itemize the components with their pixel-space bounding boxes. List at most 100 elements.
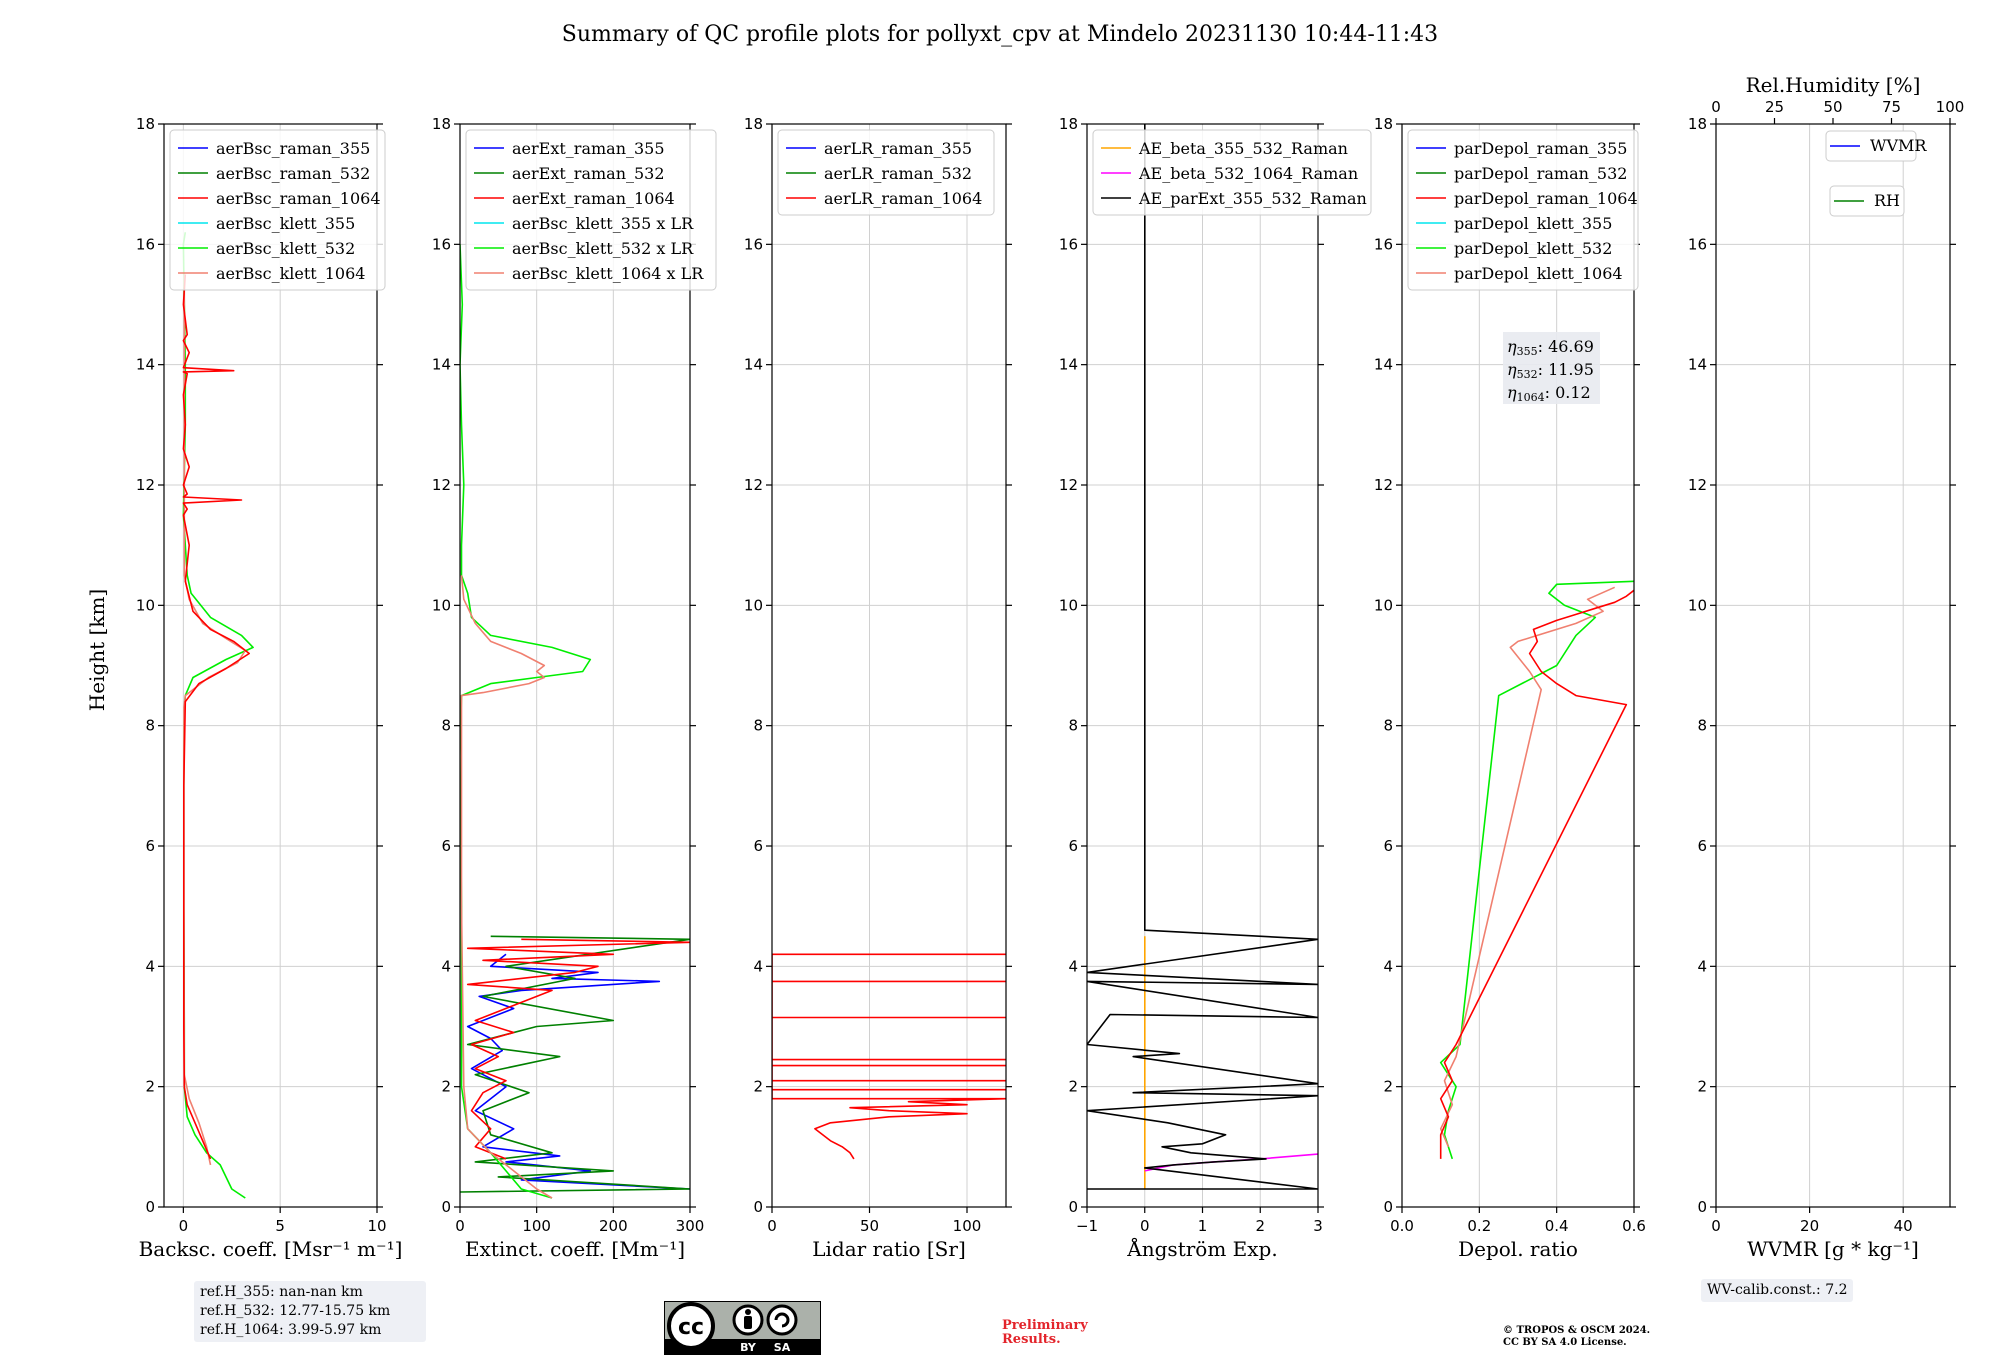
legend-label: aerBsc_klett_1064 x LR: [512, 264, 704, 283]
top-xtick-label: 25: [1765, 98, 1784, 116]
ytick-label: 0: [753, 1198, 763, 1216]
ytick-label: 16: [136, 235, 155, 253]
series-aerExt_raman_532: [460, 935, 690, 1193]
panel-depol: 0 2 4 6 8 10 12 14 16 18 0.0 0.2 0.4 0.6 Depol. ratio p…: [1374, 115, 1646, 1261]
legend-box: [465, 129, 717, 291]
eta-annotation: η355: 46.69: [1507, 337, 1594, 358]
legend-label: aerBsc_klett_1064: [216, 264, 365, 283]
series-parDepol_klett_1064: [1439, 586, 1616, 1148]
ytick-label: 4: [1697, 957, 1707, 975]
series-aerBsc_raman_1064: [182, 274, 250, 1160]
eta-annotation-box: [1503, 332, 1600, 404]
xtick-label: 300: [676, 1217, 705, 1235]
cc-logo-text: cc: [678, 1315, 704, 1340]
ytick-label: 18: [432, 115, 451, 133]
ytick-label: 4: [753, 957, 763, 975]
ytick-label: 16: [432, 235, 451, 253]
xtick-label: 0: [455, 1217, 465, 1235]
legend-label: parDepol_klett_532: [1454, 239, 1612, 258]
ytick-label: 0: [1697, 1198, 1707, 1216]
ytick-label: 14: [1059, 356, 1078, 374]
preliminary-line-2: Results.: [1002, 1332, 1061, 1347]
x-axis-label: Depol. ratio: [1458, 1237, 1578, 1261]
ytick-label: 8: [1068, 717, 1078, 735]
axes-frame: [163, 123, 378, 1208]
xtick-label: 2: [1255, 1217, 1265, 1235]
y-axis-label: Height [km]: [85, 589, 109, 711]
legend-label: aerBsc_klett_532: [216, 239, 355, 258]
ytick-label: 8: [145, 717, 155, 735]
xtick-label: 0.0: [1390, 1217, 1414, 1235]
ytick-label: 12: [136, 476, 155, 494]
ytick-label: 2: [1383, 1078, 1393, 1096]
xtick-label: 200: [599, 1217, 628, 1235]
xtick-label: 0.4: [1545, 1217, 1569, 1235]
xtick-label: 0: [179, 1217, 189, 1235]
legend-label: aerBsc_raman_1064: [216, 189, 381, 208]
ytick-label: 10: [1059, 596, 1078, 614]
ytick-label: 6: [1068, 837, 1078, 855]
ytick-label: 18: [744, 115, 763, 133]
legend-label: aerLR_raman_1064: [824, 189, 982, 208]
ytick-label: 14: [744, 356, 763, 374]
xtick-label: 5: [275, 1217, 285, 1235]
ytick-label: 0: [1383, 1198, 1393, 1216]
ref-height-532: ref.H_532: 12.77-15.75 km: [200, 1303, 391, 1319]
eta-annotation: η532: 11.95: [1507, 360, 1594, 381]
legend-label: AE_beta_355_532_Raman: [1138, 139, 1348, 158]
legend-label: aerBsc_klett_355: [216, 214, 355, 233]
axes-frame: [1715, 123, 1951, 1208]
ytick-label: 6: [145, 837, 155, 855]
by-label: BY: [740, 1341, 757, 1354]
ytick-label: 2: [753, 1078, 763, 1096]
panel-lr: 0 2 4 6 8 10 12 14 16 18 0 50 100 Lidar ratio [Sr] aer…: [744, 115, 1012, 1261]
series-group: [1439, 580, 1634, 1160]
xtick-label: 50: [860, 1217, 879, 1235]
xtick-label: −1: [1076, 1217, 1098, 1235]
series-AE_parExt_355_532_Raman: [1087, 124, 1318, 1190]
top-axis-label: Rel.Humidity [%]: [1746, 73, 1921, 97]
ytick-label: 12: [744, 476, 763, 494]
legend-label: aerBsc_klett_355 x LR: [512, 214, 694, 233]
sa-label: SA: [774, 1341, 791, 1354]
axes-frame: [771, 123, 1007, 1208]
ytick-label: 18: [1688, 115, 1707, 133]
x-axis-label: Extinct. coeff. [Mm⁻¹]: [465, 1237, 685, 1261]
legend-label: parDepol_klett_355: [1454, 214, 1612, 233]
series-aerExt_raman_355: [466, 953, 690, 1190]
ytick-label: 12: [1059, 476, 1078, 494]
ytick-label: 6: [1697, 837, 1707, 855]
series-aerBsc_klett_532 x LR: [460, 244, 592, 1199]
legend-label: aerBsc_klett_532 x LR: [512, 239, 694, 258]
xtick-label: 0.6: [1622, 1217, 1646, 1235]
legend-label: aerExt_raman_355: [512, 139, 665, 158]
ytick-label: 10: [1688, 596, 1707, 614]
legend-label: parDepol_raman_1064: [1454, 189, 1638, 208]
top-xtick-label: 0: [1711, 98, 1721, 116]
legend-box: [777, 129, 995, 216]
ytick-label: 10: [136, 596, 155, 614]
xtick-label: 100: [522, 1217, 551, 1235]
ytick-label: 14: [1374, 356, 1393, 374]
legend-box: [1825, 130, 1917, 162]
xtick-label: 20: [1800, 1217, 1819, 1235]
legend-label: parDepol_klett_1064: [1454, 264, 1623, 283]
series-aerBsc_klett_1064 x LR: [460, 575, 553, 1199]
x-axis-label: Backsc. coeff. [Msr⁻¹ m⁻¹]: [139, 1237, 403, 1261]
legend-label: aerBsc_raman_532: [216, 164, 370, 183]
ref-height-1064: ref.H_1064: 3.99-5.97 km: [200, 1322, 382, 1338]
series-group: [772, 953, 1006, 1160]
ytick-label: 16: [1059, 235, 1078, 253]
ytick-label: 16: [744, 235, 763, 253]
xtick-label: 100: [953, 1217, 982, 1235]
ytick-label: 6: [441, 837, 451, 855]
xtick-label: 0: [1711, 1217, 1721, 1235]
ytick-label: 8: [1383, 717, 1393, 735]
copyright-note: © TROPOS & OSCM 2024. CC BY SA 4.0 Licen…: [1503, 1325, 1650, 1349]
xtick-label: 0: [767, 1217, 777, 1235]
ref-height-355: ref.H_355: nan-nan km: [200, 1284, 363, 1300]
ytick-label: 0: [145, 1198, 155, 1216]
ytick-label: 4: [1068, 957, 1078, 975]
ytick-label: 2: [1068, 1078, 1078, 1096]
